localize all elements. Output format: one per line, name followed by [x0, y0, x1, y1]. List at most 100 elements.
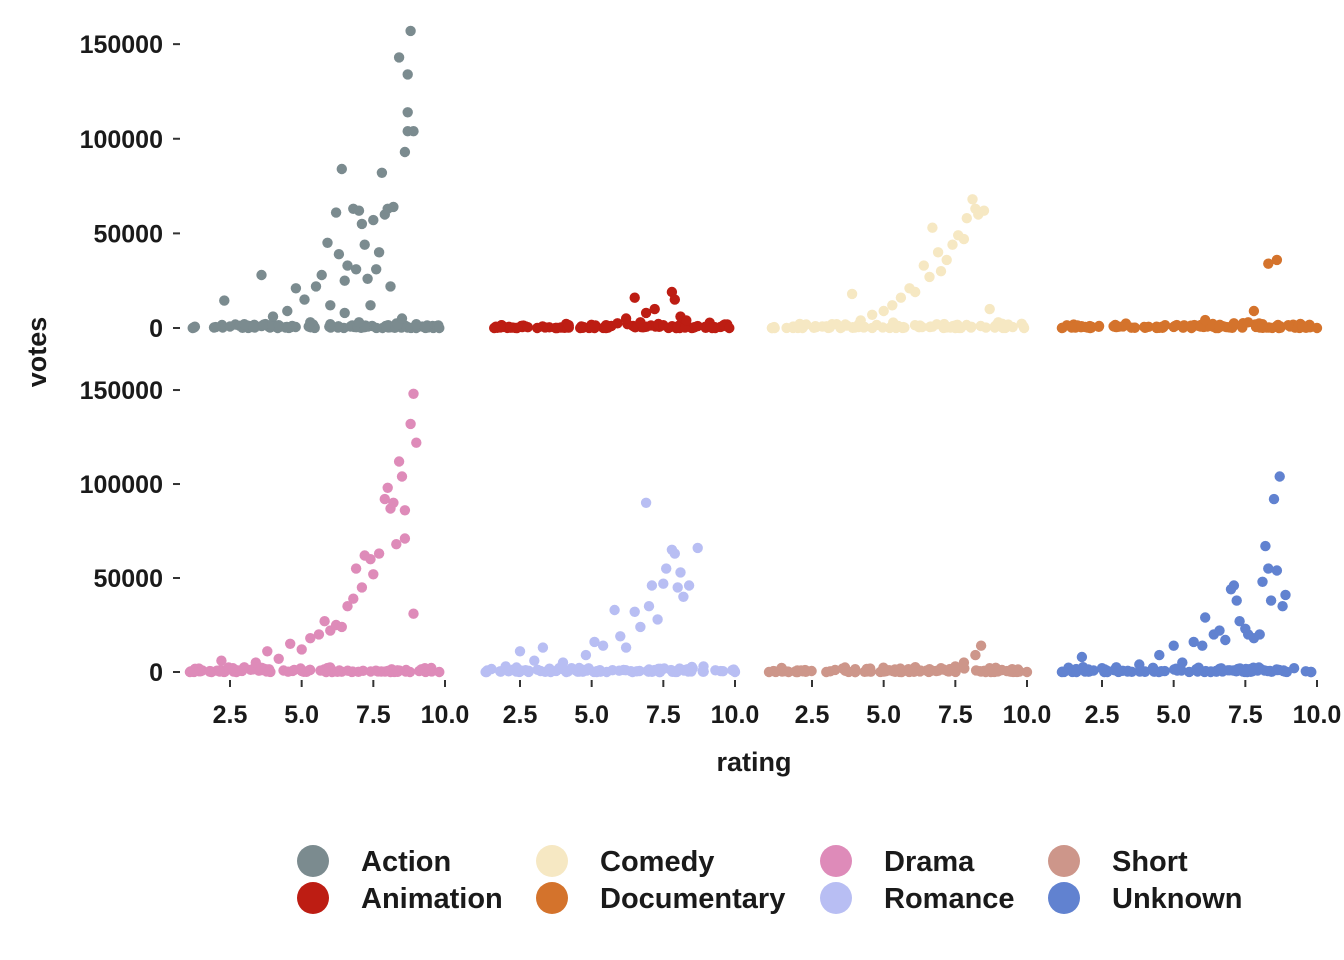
data-point — [878, 305, 889, 317]
data-point — [627, 666, 638, 678]
data-point — [392, 666, 404, 677]
data-point — [373, 548, 385, 559]
data-point — [715, 665, 726, 677]
data-point — [679, 664, 691, 676]
data-point — [210, 321, 221, 333]
y-axis-title: votes — [22, 317, 52, 388]
data-point — [1001, 665, 1013, 677]
data-point — [1191, 664, 1202, 675]
data-point — [766, 322, 778, 334]
data-point — [970, 649, 981, 661]
data-point — [1216, 663, 1227, 674]
data-point — [640, 307, 652, 319]
data-point — [353, 205, 365, 216]
data-point — [1306, 666, 1317, 678]
data-point — [319, 616, 330, 627]
panel-drama — [184, 388, 445, 678]
x-tick-label: 7.5 — [356, 701, 391, 729]
legend-key — [297, 845, 329, 877]
x-tick-label: 10.0 — [711, 701, 760, 729]
data-point — [1111, 662, 1122, 673]
data-point — [1056, 666, 1068, 678]
data-point — [984, 303, 995, 315]
data-point — [350, 264, 362, 275]
data-point — [330, 207, 342, 218]
data-point — [332, 666, 343, 677]
data-point — [935, 266, 947, 277]
legend-item-comedy: Comedy — [536, 845, 714, 878]
data-point — [371, 322, 382, 334]
data-point — [609, 604, 620, 616]
data-point — [855, 315, 866, 326]
data-point — [809, 321, 821, 332]
data-point — [1177, 322, 1189, 333]
data-point — [910, 286, 921, 298]
data-point — [1297, 321, 1308, 333]
data-point — [262, 646, 273, 657]
data-point — [359, 239, 370, 250]
x-tick-label: 5.0 — [866, 701, 901, 729]
data-point — [342, 601, 353, 612]
data-point — [958, 657, 970, 668]
data-point — [1111, 321, 1122, 333]
data-point — [961, 213, 972, 224]
data-point — [399, 533, 411, 544]
data-point — [698, 661, 709, 672]
data-point — [419, 663, 431, 674]
data-point — [1220, 634, 1231, 646]
data-point — [434, 322, 445, 334]
legend-key — [297, 882, 329, 914]
data-point — [339, 275, 350, 286]
data-point — [1271, 565, 1283, 576]
x-axis-title: rating — [716, 747, 791, 777]
data-point — [411, 437, 422, 448]
data-point — [821, 666, 832, 678]
legend-key — [1048, 882, 1080, 914]
data-point — [589, 636, 600, 648]
data-point — [299, 294, 310, 305]
data-point — [849, 666, 861, 678]
data-point — [1168, 321, 1179, 333]
data-point — [365, 300, 376, 311]
data-point — [368, 214, 379, 226]
data-point — [792, 322, 803, 333]
data-point — [282, 305, 293, 317]
data-point — [273, 320, 284, 331]
data-point — [500, 661, 511, 672]
data-point — [325, 319, 336, 330]
data-point — [393, 456, 405, 467]
data-point — [1234, 616, 1245, 627]
data-point — [1257, 576, 1268, 587]
data-point — [1007, 321, 1018, 333]
data-point — [239, 319, 250, 330]
y-tick-label: 150000 — [80, 377, 163, 405]
data-point — [841, 320, 853, 331]
data-point — [635, 621, 646, 633]
data-point — [1275, 321, 1286, 332]
data-point — [325, 300, 336, 311]
data-point — [399, 146, 411, 158]
legend-label: Short — [1112, 846, 1188, 878]
data-point — [649, 303, 660, 315]
panel-unknown — [1056, 471, 1317, 678]
y-tick-label: 100000 — [80, 126, 163, 154]
data-point — [1177, 657, 1188, 668]
data-point — [336, 163, 347, 175]
data-point — [411, 319, 422, 330]
data-point — [640, 497, 652, 508]
data-point — [273, 653, 284, 664]
data-point — [941, 254, 952, 266]
data-point — [914, 666, 926, 677]
legend-label: Drama — [884, 846, 975, 878]
legend-item-animation: Animation — [297, 882, 503, 915]
data-point — [918, 260, 929, 271]
data-point — [1071, 666, 1082, 678]
data-point — [305, 633, 316, 644]
data-point — [643, 601, 655, 612]
legend-key — [820, 845, 852, 877]
data-point — [1268, 493, 1280, 505]
data-point — [646, 666, 658, 677]
data-point — [1134, 659, 1145, 670]
data-point — [1149, 666, 1160, 677]
data-point — [322, 237, 333, 248]
